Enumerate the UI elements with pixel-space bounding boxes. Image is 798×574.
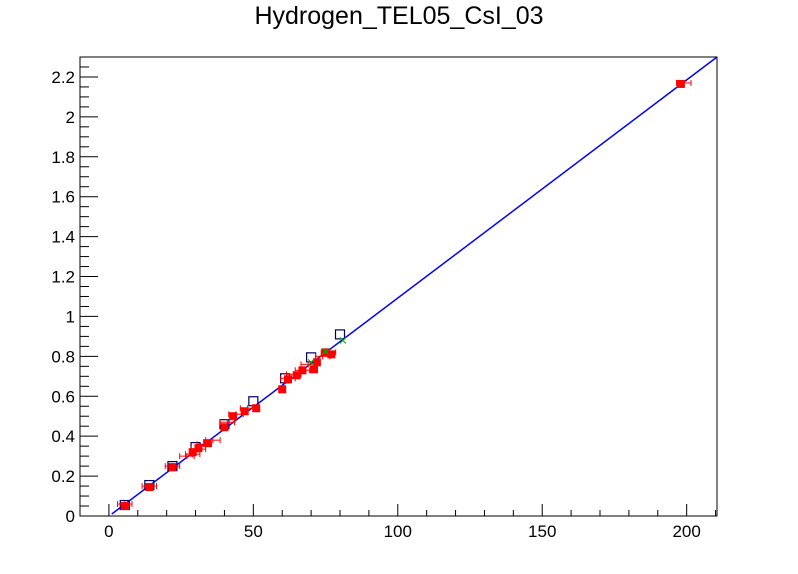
y-tick-label: 2 xyxy=(66,108,75,127)
x-tick-label: 150 xyxy=(528,522,556,541)
y-tick-label: 1.6 xyxy=(51,188,75,207)
x-tick-label: 100 xyxy=(384,522,412,541)
filled-square-point xyxy=(203,439,212,448)
axes-layer: 0 50 100 150 200 0 0.2 0.4 0.6 0.8 1 1.2 1.4 1.6 1.8 2 2… xyxy=(51,56,718,541)
error-bar-point xyxy=(239,405,256,412)
filled-square-point xyxy=(220,423,229,432)
y-tick-label: 0.6 xyxy=(51,387,75,406)
error-bar-point xyxy=(164,463,181,470)
data-series-layer xyxy=(111,56,718,515)
y-tick-label: 0.8 xyxy=(51,347,75,366)
error-bar-point xyxy=(205,437,221,444)
cross-stroke xyxy=(307,358,315,366)
x-tick-label: 50 xyxy=(244,522,263,541)
fit-line xyxy=(111,56,718,515)
filled-square-point xyxy=(310,365,318,374)
filled-square-point xyxy=(252,404,261,413)
y-tick-label: 0.4 xyxy=(51,427,75,446)
error-bar-point xyxy=(190,446,207,453)
error-bar-point xyxy=(141,483,158,490)
filled-square-point xyxy=(312,358,321,367)
y-tick-label: 1.2 xyxy=(51,268,75,287)
error-bar-point xyxy=(676,79,692,86)
cross-point xyxy=(307,358,315,366)
error-bar-point xyxy=(184,451,201,458)
filled-square-point xyxy=(240,407,249,416)
filled-square-point xyxy=(676,79,685,88)
error-bar-point xyxy=(117,501,133,508)
y-tick-label: 0.2 xyxy=(51,467,75,486)
y-tick-label: 1 xyxy=(66,307,75,326)
error-bar-point xyxy=(219,419,236,426)
cross-stroke xyxy=(339,337,347,344)
cross-point xyxy=(322,348,329,355)
filled-square-point xyxy=(292,371,301,380)
error-bar-point xyxy=(286,371,302,378)
y-tick-label: 0 xyxy=(66,507,75,526)
y-tick-label: 1.8 xyxy=(51,148,75,167)
error-bar-point xyxy=(228,411,244,418)
cross-point xyxy=(339,337,347,344)
y-tick-label: 2.2 xyxy=(51,68,75,87)
filled-square-point xyxy=(278,385,287,394)
cross-stroke xyxy=(322,348,329,355)
chart-title: Hydrogen_TEL05_CsI_03 xyxy=(254,2,544,30)
y-tick-label: 1.4 xyxy=(51,228,75,247)
open-square-point xyxy=(334,329,346,340)
error-bar-point xyxy=(294,367,311,374)
error-bar-point xyxy=(320,349,337,356)
error-bar-point xyxy=(280,375,296,382)
filled-square-point xyxy=(229,412,238,421)
filled-square-point xyxy=(327,350,336,359)
x-tick-label: 200 xyxy=(672,522,700,541)
error-bar-point xyxy=(196,441,212,448)
plot-frame xyxy=(79,56,718,517)
x-tick-label: 0 xyxy=(104,522,113,541)
